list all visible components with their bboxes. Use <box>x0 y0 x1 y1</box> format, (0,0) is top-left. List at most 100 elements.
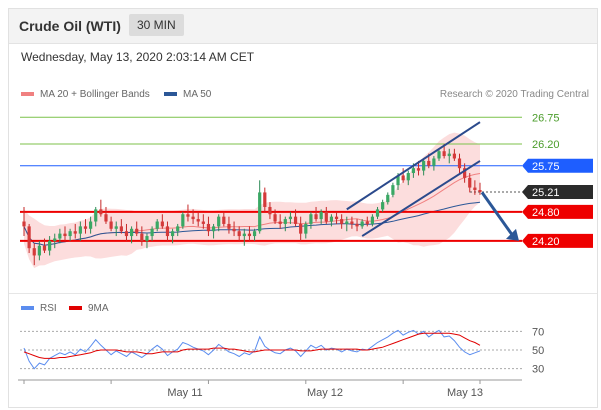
candle-body <box>324 211 328 222</box>
candle-body <box>99 209 103 215</box>
candle-body <box>293 216 298 224</box>
x-axis-label: May 12 <box>307 387 343 399</box>
candle-body <box>237 231 241 237</box>
candle-body <box>447 153 451 157</box>
candle-body <box>114 226 118 229</box>
rsi-line <box>23 329 481 370</box>
candle-body <box>196 219 200 222</box>
bollinger-band <box>24 132 480 269</box>
ma20-legend-label: MA 20 + Bollinger Bands <box>40 89 150 100</box>
candle-body <box>109 221 113 229</box>
legend-ma50: MA 50 <box>164 89 211 100</box>
candle-body <box>365 221 369 224</box>
candle-body <box>160 221 164 227</box>
chart-datetime: Wednesday, May 13, 2020 2:03:14 AM CET <box>21 50 255 64</box>
level-label-25.21: 25.21 <box>532 187 560 199</box>
candle-body <box>422 160 426 171</box>
candle-body <box>427 160 431 166</box>
projection-arrow-head <box>506 228 519 241</box>
candle-body <box>217 216 221 227</box>
ma9-legend-label: 9MA <box>88 303 109 314</box>
candle-body <box>53 238 57 241</box>
x-axis-label: May 13 <box>447 387 483 399</box>
candle-body <box>432 158 436 166</box>
candle-body <box>396 175 400 186</box>
candle-body <box>360 221 364 227</box>
candle-body <box>375 209 380 217</box>
candle-body <box>73 231 77 234</box>
level-label-24.80: 24.80 <box>532 207 560 219</box>
candle-body <box>63 233 67 237</box>
candle-body <box>329 216 334 222</box>
rsi-9ma-line <box>23 332 481 359</box>
candle-body <box>468 177 472 188</box>
rsi-tick-label: 30 <box>532 364 544 376</box>
candle-body <box>58 233 62 239</box>
level-label-26.20: 26.20 <box>532 139 560 151</box>
title-bar: Crude Oil (WTI) 30 MIN <box>9 9 597 44</box>
ma50-swatch <box>164 92 177 97</box>
candle-body <box>129 228 134 237</box>
candle-body <box>211 226 216 232</box>
candle-body <box>247 233 252 237</box>
candle-body <box>22 221 26 227</box>
candle-body <box>242 233 246 237</box>
candle-body <box>319 211 323 220</box>
candle-body <box>135 228 139 234</box>
candle-body <box>304 223 308 234</box>
candle-body <box>186 214 190 217</box>
candle-body <box>437 151 441 159</box>
candle-body <box>340 219 344 224</box>
candle-body <box>278 221 282 224</box>
candle-body <box>452 153 456 159</box>
level-tag-25.75 <box>522 158 593 173</box>
candle-body <box>170 231 175 237</box>
candle-body <box>94 209 98 222</box>
candle-body <box>32 248 36 256</box>
projection-arrow-shaft <box>480 191 515 237</box>
legend-9ma: 9MA <box>69 303 109 314</box>
ma9-swatch <box>69 306 82 311</box>
candle-body <box>411 168 415 174</box>
candle-body <box>140 233 144 241</box>
candle-body <box>268 206 272 215</box>
level-tag-24.80 <box>522 204 593 219</box>
level-label-25.75: 25.75 <box>532 161 560 173</box>
candle-body <box>401 175 405 181</box>
rsi-tick-label: 50 <box>532 345 544 357</box>
x-axis-label: May 11 <box>167 387 202 399</box>
candle-body <box>42 245 47 251</box>
candle-body <box>252 231 257 237</box>
candle-body <box>457 158 462 169</box>
candle-body <box>386 194 390 203</box>
candle-body <box>37 245 41 256</box>
candle-body <box>442 151 446 157</box>
candle-body <box>309 214 313 224</box>
candle-body <box>473 187 477 190</box>
candle-body <box>288 216 293 220</box>
research-credit: Research © 2020 Trading Central <box>439 89 589 100</box>
instrument-title: Crude Oil (WTI) <box>19 18 121 34</box>
candle-body <box>222 216 226 224</box>
candle-body <box>227 223 231 229</box>
candle-body <box>478 190 482 192</box>
candle-body <box>463 168 467 178</box>
candle-body <box>155 221 159 229</box>
candle-body <box>89 221 93 229</box>
channel-lower-line <box>361 160 481 237</box>
candle-body <box>78 226 82 234</box>
level-label-26.75: 26.75 <box>532 112 560 124</box>
candle-body <box>191 216 195 220</box>
legend-rsi: RSI <box>21 303 57 314</box>
candle-body <box>145 236 149 241</box>
candle-body <box>27 226 31 249</box>
candle-body <box>181 214 185 227</box>
candle-body <box>206 223 211 232</box>
level-label-24.20: 24.20 <box>532 236 560 248</box>
ma50-legend-label: MA 50 <box>183 89 212 100</box>
candle-body <box>165 226 170 237</box>
timeframe-button[interactable]: 30 MIN <box>129 14 184 36</box>
candle-body <box>370 216 375 224</box>
legend-ma20-bollinger: MA 20 + Bollinger Bands <box>21 89 150 100</box>
candle-body <box>299 223 303 234</box>
